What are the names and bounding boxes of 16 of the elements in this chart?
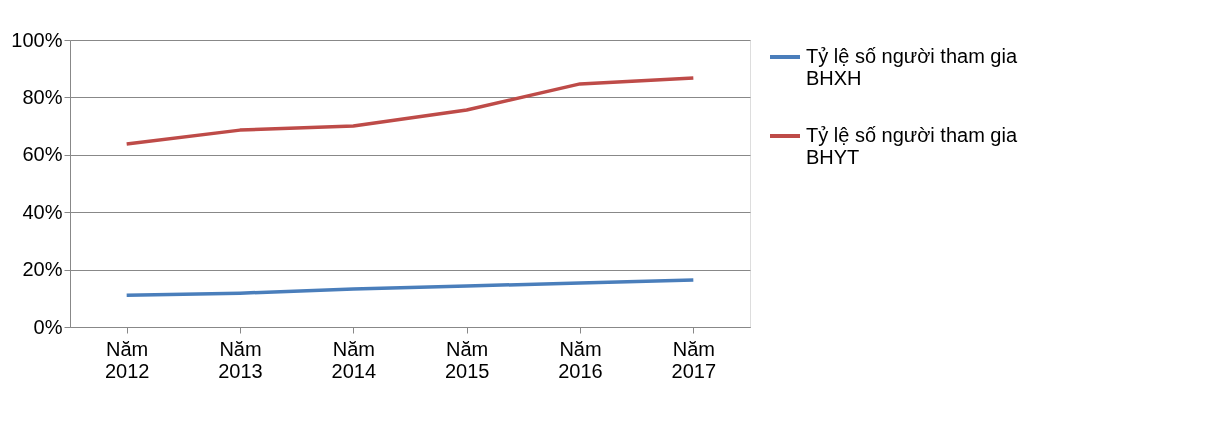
legend-label: Tỷ lệ số người tham gia BHXH — [806, 45, 1018, 89]
y-tick-label: 80% — [22, 85, 63, 108]
x-tick-label: Năm 2015 — [444, 337, 490, 382]
y-tick-label: 20% — [22, 258, 63, 281]
y-tick-label: 100% — [11, 28, 63, 51]
line-series — [124, 278, 696, 297]
line-series — [124, 76, 696, 146]
y-tick-label: 60% — [22, 143, 63, 166]
legend-label: Tỷ lệ số người tham gia BHYT — [806, 124, 1018, 168]
x-tick-label: Năm 2016 — [558, 337, 603, 382]
y-tick-label: 0% — [33, 315, 63, 338]
x-tick-label: Năm 2013 — [218, 337, 263, 382]
x-tick-label: Năm 2014 — [331, 337, 377, 382]
x-tick-label: Năm 2017 — [671, 337, 717, 382]
x-tick-label: Năm 2012 — [104, 337, 150, 382]
y-tick-label: 40% — [22, 200, 63, 223]
